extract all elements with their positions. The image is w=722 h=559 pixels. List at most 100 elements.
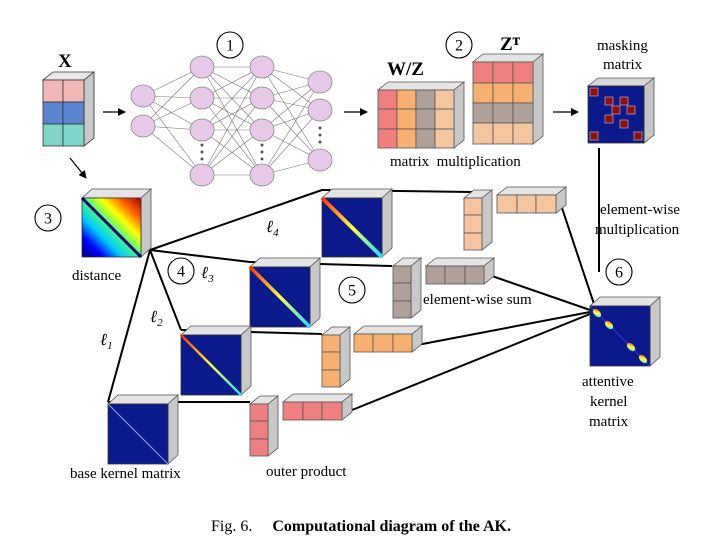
line-orange-to-ak	[411, 311, 591, 347]
nn-ellipsis-dot	[200, 143, 204, 147]
attentive-label-line2: kernel	[590, 394, 627, 410]
element-wise-sum-label: element-wise sum	[423, 292, 532, 308]
nn-node	[189, 55, 215, 79]
nn-node	[130, 84, 156, 108]
base-kernel-matrix-label: base kernel matrix	[70, 466, 181, 482]
nn-edge	[142, 125, 203, 176]
nn-ellipsis-dot	[200, 150, 204, 154]
ell-3-label: ℓ3	[201, 263, 214, 285]
wz-label: W/Z	[387, 59, 424, 80]
masking-label-line2: matrix	[603, 57, 643, 73]
masking-label-line1: masking	[597, 38, 648, 54]
step-5-number: 5	[348, 283, 356, 300]
nn-edge	[142, 66, 203, 127]
nn-node	[249, 163, 275, 187]
step-markers: 1 2 3 4 5 6	[34, 31, 633, 304]
nn-ellipsis-dot	[318, 140, 322, 144]
caption-title: Computational diagram of the AK.	[272, 518, 511, 535]
step-1-number: 1	[226, 38, 234, 55]
base-kernel-matrix	[106, 394, 180, 465]
nn-node	[130, 114, 156, 138]
neural-network-edges	[142, 66, 321, 176]
step-1-marker: 1	[216, 31, 244, 59]
peach-column-vector	[462, 189, 494, 251]
pink-row-vector	[281, 393, 354, 421]
x-input-matrix	[41, 71, 96, 147]
kernel-matrix-l4	[320, 188, 394, 259]
step-6-marker: 6	[605, 258, 633, 286]
nn-node	[249, 86, 275, 110]
nn-ellipsis-dot	[260, 157, 264, 161]
attentive-kernel-matrix	[588, 296, 662, 367]
nn-edge	[201, 129, 263, 176]
nn-ellipsis-dot	[318, 133, 322, 137]
nn-edge	[261, 66, 321, 111]
line-distance-l2	[149, 249, 182, 331]
step-3-number: 3	[44, 211, 52, 228]
nn-node	[307, 70, 333, 94]
nn-ellipsis-dot	[260, 143, 264, 147]
step-5-marker: 5	[338, 276, 366, 304]
nn-node	[189, 163, 215, 187]
step-4-marker: 4	[167, 257, 195, 285]
nn-ellipsis-dot	[200, 157, 204, 161]
distance-matrix	[80, 188, 153, 259]
nn-edge	[201, 66, 263, 176]
x-label: X	[58, 51, 72, 72]
nn-edge	[142, 95, 203, 176]
peach-row-vector	[495, 186, 568, 214]
ell-2-label: ℓ2	[150, 307, 163, 329]
step-3-marker: 3	[34, 204, 62, 232]
caption-prefix: Fig. 6.	[210, 518, 253, 535]
nn-node	[249, 118, 275, 142]
ell-4-label: ℓ4	[266, 217, 279, 239]
masking-matrix	[586, 77, 656, 144]
nn-edge	[261, 109, 321, 176]
zt-matrix	[471, 53, 545, 145]
kernel-matrix-l3	[248, 257, 322, 329]
line-distance-l4	[149, 189, 323, 251]
figure-caption: Fig. 6. Computational diagram of the AK.	[0, 518, 722, 536]
neural-network	[130, 55, 333, 187]
nn-node	[189, 118, 215, 142]
wz-matrix	[376, 81, 466, 149]
arrow-x-to-distance	[69, 157, 87, 179]
ell-1-label: ℓ1	[100, 330, 113, 352]
step-4-number: 4	[177, 264, 185, 281]
nn-edge	[261, 81, 321, 176]
distance-label: distance	[72, 268, 121, 284]
nn-node	[189, 86, 215, 110]
nn-edge	[201, 97, 263, 176]
element-wise-multiplication-line1: element-wise	[600, 202, 680, 218]
attentive-label-line3: matrix	[589, 414, 629, 430]
nn-node	[307, 148, 333, 172]
line-peach-to-ak	[491, 275, 591, 311]
pink-column-vector	[248, 395, 280, 457]
line-distance-l1	[107, 249, 151, 403]
nn-node	[307, 98, 333, 122]
step-2-number: 2	[455, 38, 463, 55]
orange-column-vector	[320, 326, 352, 388]
matrix-multiplication-label: matrix multiplication	[390, 154, 521, 170]
zt-label: Zᵀ	[500, 34, 521, 55]
attentive-label-line1: attentive	[582, 374, 634, 390]
gray-column-vector	[391, 257, 423, 319]
nn-edge	[261, 81, 321, 131]
nn-edge	[201, 66, 263, 131]
step-2-marker: 2	[445, 31, 473, 59]
nn-ellipsis-dot	[260, 150, 264, 154]
element-wise-multiplication-line2: multiplication	[595, 222, 680, 238]
gray-row-vector	[424, 257, 496, 285]
kernel-matrix-l2	[179, 325, 253, 396]
ak-computational-diagram: X 1 2 3 4 5 6	[34, 31, 680, 482]
line-pink-to-ak	[351, 313, 591, 411]
nn-ellipsis-dot	[318, 126, 322, 130]
line-distance-l3	[149, 249, 251, 263]
nn-edge	[261, 66, 321, 161]
step-6-number: 6	[615, 265, 623, 282]
outer-product-label: outer product	[266, 464, 347, 480]
nn-node	[249, 55, 275, 79]
orange-row-vector	[352, 325, 424, 353]
arrows	[69, 108, 579, 179]
line-sum-to-ak	[559, 201, 597, 311]
